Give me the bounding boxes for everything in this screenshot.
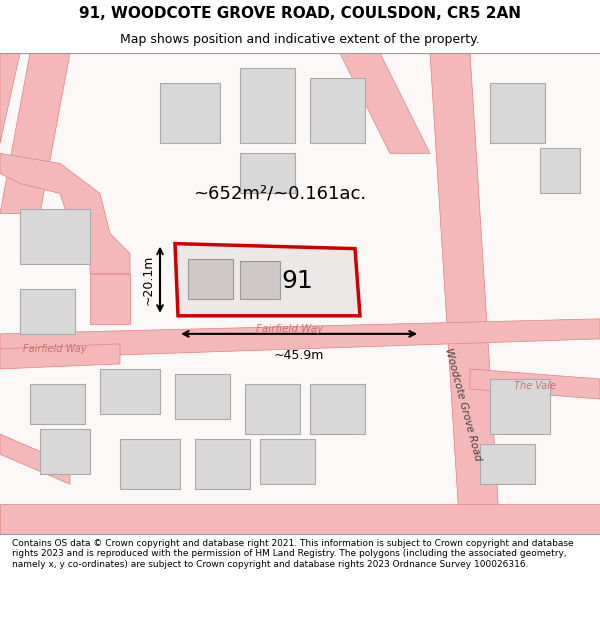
Text: 91: 91 — [281, 269, 313, 293]
Text: ~652m²/~0.161ac.: ~652m²/~0.161ac. — [193, 184, 367, 203]
Bar — [240, 153, 295, 194]
Bar — [240, 261, 280, 299]
Bar — [160, 83, 220, 143]
Polygon shape — [470, 369, 600, 399]
Polygon shape — [0, 434, 70, 484]
Bar — [310, 78, 365, 143]
Bar — [260, 439, 315, 484]
Point — [0, 529, 5, 537]
Polygon shape — [0, 53, 70, 214]
Polygon shape — [430, 53, 500, 534]
Text: Woodcote Grove Road: Woodcote Grove Road — [443, 346, 483, 462]
Polygon shape — [0, 153, 130, 274]
Point — [0, 529, 4, 537]
Polygon shape — [0, 504, 600, 534]
Polygon shape — [0, 319, 600, 359]
Bar — [20, 289, 75, 334]
Polygon shape — [340, 53, 430, 153]
Bar — [490, 83, 545, 143]
Bar — [480, 444, 535, 484]
Bar — [30, 384, 85, 424]
Bar — [540, 148, 580, 194]
Bar — [195, 439, 250, 489]
Bar — [120, 439, 180, 489]
Text: Map shows position and indicative extent of the property.: Map shows position and indicative extent… — [120, 33, 480, 46]
Text: Fairfield Way: Fairfield Way — [23, 344, 87, 354]
Bar — [310, 384, 365, 434]
Polygon shape — [175, 244, 360, 316]
Polygon shape — [0, 53, 20, 143]
Bar — [40, 429, 90, 474]
Text: The Vale: The Vale — [514, 381, 556, 391]
Bar — [240, 68, 295, 143]
Bar — [100, 369, 160, 414]
Text: ~20.1m: ~20.1m — [142, 254, 155, 305]
Text: 91, WOODCOTE GROVE ROAD, COULSDON, CR5 2AN: 91, WOODCOTE GROVE ROAD, COULSDON, CR5 2… — [79, 6, 521, 21]
Text: ~45.9m: ~45.9m — [274, 349, 324, 362]
Bar — [175, 374, 230, 419]
Bar — [20, 209, 90, 264]
Bar — [490, 379, 550, 434]
Polygon shape — [90, 274, 130, 324]
Polygon shape — [0, 344, 120, 369]
Text: Fairfield Way: Fairfield Way — [256, 324, 323, 334]
Bar — [188, 259, 233, 299]
Bar — [245, 384, 300, 434]
Text: Contains OS data © Crown copyright and database right 2021. This information is : Contains OS data © Crown copyright and d… — [12, 539, 574, 569]
